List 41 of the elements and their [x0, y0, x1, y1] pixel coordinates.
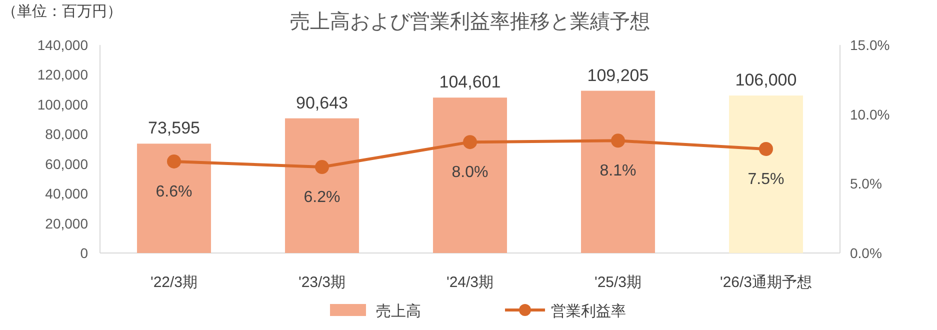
x-tick-label: '23/3期 — [298, 274, 346, 291]
y2-tick-label: 10.0% — [850, 106, 890, 122]
y-tick-label: 60,000 — [45, 156, 88, 172]
x-tick-label: '22/3期 — [150, 274, 198, 291]
y-tick-label: 20,000 — [45, 215, 88, 232]
x-tick-label: '25/3期 — [594, 274, 642, 291]
y-tick-label: 0 — [80, 245, 88, 261]
point — [167, 154, 181, 168]
point — [463, 135, 477, 150]
data-label: 109,205 — [587, 66, 649, 85]
data-label: 6.6% — [156, 183, 192, 200]
data-label: 6.2% — [304, 189, 340, 206]
y2-tick-label: 15.0% — [850, 37, 890, 53]
bar — [729, 96, 803, 253]
bar — [581, 90, 655, 253]
point — [611, 134, 625, 148]
chart-title: 売上高および営業利益率推移と業績予想 — [290, 10, 650, 33]
y-tick-label: 100,000 — [37, 96, 88, 112]
point — [315, 160, 329, 174]
y-tick-label: 120,000 — [37, 66, 88, 83]
legend-label: 営業利益率 — [551, 303, 626, 320]
y2-tick-label: 5.0% — [850, 176, 882, 192]
x-tick-label: '26/3通期予想 — [720, 274, 812, 291]
y-tick-label: 80,000 — [45, 126, 88, 142]
y2-tick-label: 0.0% — [850, 245, 882, 261]
y-tick-label: 140,000 — [37, 37, 88, 53]
text: （単位：百万円） — [2, 3, 122, 20]
bar — [433, 98, 507, 253]
x-tick-label: '24/3期 — [446, 274, 494, 291]
data-label: 7.5% — [748, 171, 784, 188]
point — [759, 142, 773, 156]
legend-label: 売上高 — [376, 303, 421, 320]
data-label: 104,601 — [439, 72, 501, 92]
data-label: 90,643 — [296, 93, 348, 112]
data-label: 8.1% — [600, 162, 636, 180]
data-label: 73,595 — [148, 118, 200, 138]
bar — [137, 144, 211, 253]
bar — [285, 118, 359, 253]
y-tick-label: 40,000 — [45, 186, 88, 202]
data-label: 106,000 — [735, 70, 797, 90]
data-label: 8.0% — [452, 164, 488, 182]
